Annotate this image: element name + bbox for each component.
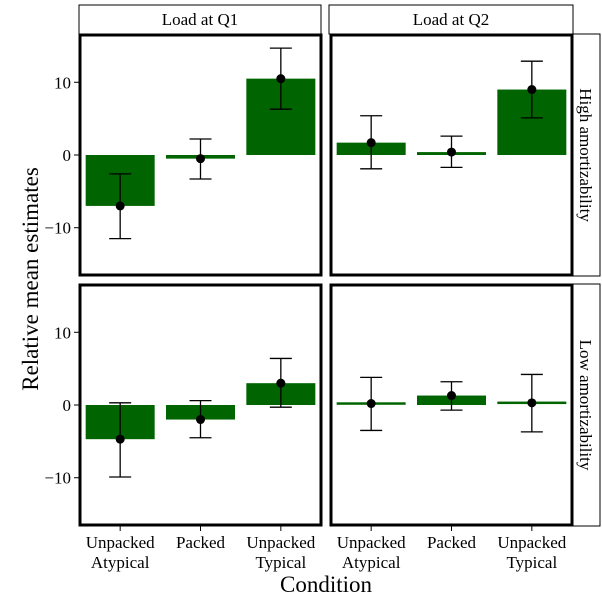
mean-point xyxy=(527,85,537,95)
mean-point xyxy=(366,399,376,409)
row-strip-high xyxy=(572,33,601,277)
col-strip-q2-label: Load at Q2 xyxy=(413,10,489,29)
x-tick-label: Typical xyxy=(255,553,306,572)
panel-border xyxy=(329,283,574,527)
x-tick-label: Unpacked xyxy=(337,533,406,552)
x-tick-label: Unpacked xyxy=(246,533,315,552)
x-tick-label: Unpacked xyxy=(86,533,155,552)
y-tick-label: −10 xyxy=(44,219,71,238)
y-tick-label: 10 xyxy=(54,323,71,342)
row-strip-low-label: Low amortizability xyxy=(576,340,595,471)
y-tick-label: −10 xyxy=(44,469,71,488)
mean-point xyxy=(196,415,205,425)
mean-point xyxy=(115,434,125,444)
panel-border xyxy=(329,33,574,277)
col-strip-q1 xyxy=(78,4,322,35)
y-tick-label: 0 xyxy=(63,396,72,415)
panel-border xyxy=(78,33,323,277)
col-strip-q1-label: Load at Q1 xyxy=(162,10,238,29)
mean-point xyxy=(366,138,376,148)
col-strip-q2 xyxy=(328,4,574,35)
panel-border xyxy=(78,283,323,527)
mean-point xyxy=(115,201,125,211)
x-tick-label: Packed xyxy=(176,533,226,552)
mean-point xyxy=(527,398,537,408)
mean-point xyxy=(447,391,456,401)
mean-point xyxy=(276,74,286,84)
x-tick-label: Typical xyxy=(506,553,557,572)
y-axis-title: Relative mean estimates xyxy=(18,167,43,391)
mean-point xyxy=(276,378,286,388)
y-tick-label: 0 xyxy=(63,146,72,165)
x-tick-label: Atypical xyxy=(342,553,401,572)
x-tick-label: Atypical xyxy=(91,553,150,572)
x-tick-label: Unpacked xyxy=(497,533,566,552)
row-strip-low xyxy=(572,283,601,527)
mean-point xyxy=(447,147,456,157)
mean-point xyxy=(196,154,205,164)
x-axis-title: Condition xyxy=(280,572,373,597)
row-strip-high-label: High amortizability xyxy=(576,88,595,222)
x-tick-label: Packed xyxy=(427,533,477,552)
y-tick-label: 10 xyxy=(54,73,71,92)
